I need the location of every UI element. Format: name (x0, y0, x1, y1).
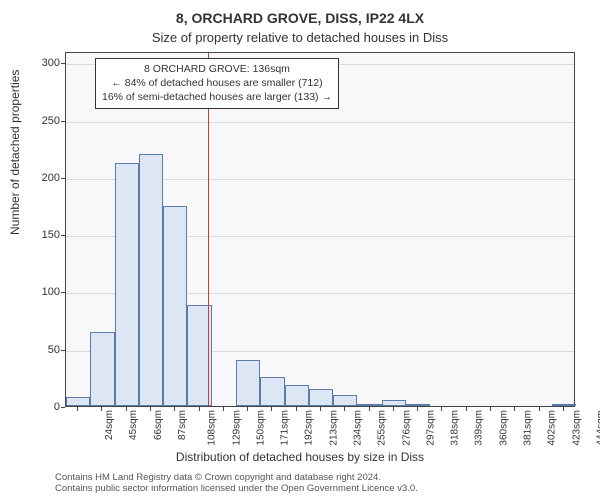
y-axis-label: Number of detached properties (8, 70, 22, 235)
x-tick-label: 402sqm (547, 410, 558, 446)
chart-subtitle: Size of property relative to detached ho… (0, 30, 600, 45)
y-tick-mark (61, 63, 65, 64)
histogram-bar (333, 395, 357, 406)
y-tick-label: 0 (32, 401, 60, 413)
x-tick-mark (271, 407, 272, 411)
x-tick-mark (539, 407, 540, 411)
histogram-bar (163, 206, 187, 406)
histogram-bar (139, 154, 163, 406)
x-tick-label: 423sqm (571, 410, 582, 446)
y-tick-label: 200 (32, 172, 60, 184)
x-axis-label: Distribution of detached houses by size … (0, 450, 600, 464)
x-tick-label: 255sqm (377, 410, 388, 446)
x-tick-label: 339sqm (474, 410, 485, 446)
x-tick-mark (174, 407, 175, 411)
x-tick-mark (466, 407, 467, 411)
x-tick-mark (150, 407, 151, 411)
y-tick-mark (61, 292, 65, 293)
y-tick-label: 100 (32, 286, 60, 298)
histogram-bar (406, 404, 430, 406)
x-tick-label: 171sqm (280, 410, 291, 446)
x-tick-label: 45sqm (128, 410, 139, 440)
histogram-chart: 8, ORCHARD GROVE, DISS, IP22 4LX Size of… (0, 0, 600, 500)
info-line-3: 16% of semi-detached houses are larger (… (102, 90, 332, 104)
histogram-bar (357, 404, 381, 406)
footnote-line-2: Contains public sector information licen… (55, 483, 418, 494)
footnote: Contains HM Land Registry data © Crown c… (55, 472, 418, 495)
x-tick-mark (101, 407, 102, 411)
x-tick-label: 129sqm (231, 410, 242, 446)
x-tick-label: 87sqm (177, 410, 188, 440)
y-tick-label: 300 (32, 57, 60, 69)
x-tick-label: 108sqm (207, 410, 218, 446)
x-tick-label: 444sqm (595, 410, 600, 446)
x-tick-mark (563, 407, 564, 411)
y-tick-label: 250 (32, 115, 60, 127)
footnote-line-1: Contains HM Land Registry data © Crown c… (55, 472, 418, 483)
x-tick-mark (247, 407, 248, 411)
histogram-bar (66, 397, 90, 406)
chart-title: 8, ORCHARD GROVE, DISS, IP22 4LX (0, 10, 600, 26)
x-tick-label: 150sqm (255, 410, 266, 446)
x-tick-mark (223, 407, 224, 411)
x-tick-label: 297sqm (425, 410, 436, 446)
histogram-bar (90, 332, 114, 406)
y-tick-mark (61, 121, 65, 122)
grid-line (66, 122, 574, 123)
histogram-bar (382, 400, 406, 406)
marker-info-box: 8 ORCHARD GROVE: 136sqm ← 84% of detache… (95, 58, 339, 109)
x-tick-label: 24sqm (104, 410, 115, 440)
y-tick-mark (61, 178, 65, 179)
histogram-bar (236, 360, 260, 406)
y-tick-label: 50 (32, 344, 60, 356)
x-tick-mark (393, 407, 394, 411)
x-tick-mark (199, 407, 200, 411)
x-tick-mark (514, 407, 515, 411)
info-line-1: 8 ORCHARD GROVE: 136sqm (102, 62, 332, 76)
x-tick-label: 192sqm (304, 410, 315, 446)
histogram-bar (552, 404, 576, 406)
y-tick-mark (61, 350, 65, 351)
y-tick-mark (61, 235, 65, 236)
x-tick-mark (296, 407, 297, 411)
histogram-bar (309, 389, 333, 406)
histogram-bar (285, 385, 309, 406)
histogram-bar (115, 163, 139, 406)
x-tick-label: 213sqm (328, 410, 339, 446)
x-tick-mark (126, 407, 127, 411)
x-tick-label: 276sqm (401, 410, 412, 446)
y-tick-mark (61, 407, 65, 408)
x-tick-mark (490, 407, 491, 411)
x-tick-mark (77, 407, 78, 411)
x-tick-mark (369, 407, 370, 411)
x-tick-label: 66sqm (153, 410, 164, 440)
x-tick-label: 318sqm (450, 410, 461, 446)
x-tick-mark (320, 407, 321, 411)
x-tick-mark (441, 407, 442, 411)
histogram-bar (260, 377, 284, 406)
x-tick-mark (417, 407, 418, 411)
x-tick-label: 234sqm (353, 410, 364, 446)
x-tick-mark (344, 407, 345, 411)
x-tick-label: 381sqm (523, 410, 534, 446)
x-tick-label: 360sqm (498, 410, 509, 446)
info-line-2: ← 84% of detached houses are smaller (71… (102, 76, 332, 90)
y-tick-label: 150 (32, 229, 60, 241)
